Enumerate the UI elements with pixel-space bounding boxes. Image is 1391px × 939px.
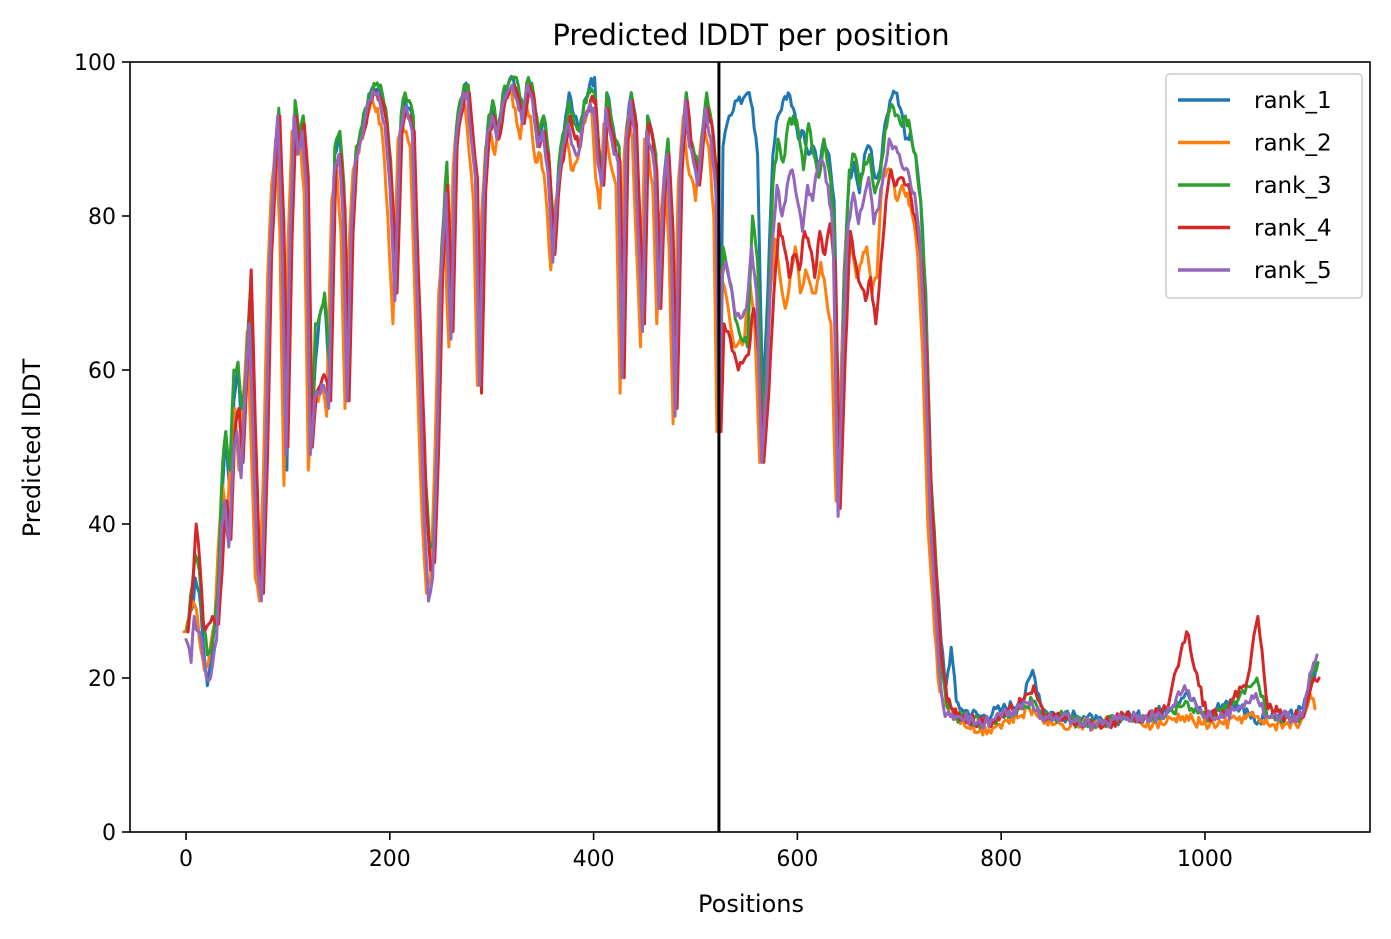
x-tick-label: 200 (369, 847, 411, 872)
x-tick-label: 800 (980, 847, 1022, 872)
legend-label-rank_2: rank_2 (1254, 131, 1332, 157)
legend-label-rank_1: rank_1 (1254, 88, 1332, 114)
y-axis-label: Predicted lDDT (18, 358, 46, 537)
x-tick-label: 600 (776, 847, 818, 872)
y-tick-label: 20 (88, 667, 116, 692)
legend: rank_1 rank_2 rank_3 rank_4 rank_5 (1165, 73, 1363, 299)
chart-title: Predicted lDDT per position (552, 18, 949, 52)
y-tick-label: 0 (102, 821, 116, 846)
legend-box (1165, 73, 1363, 299)
y-tick-label: 40 (88, 513, 116, 538)
legend-label-rank_3: rank_3 (1254, 173, 1332, 199)
series-line-rank_5 (184, 83, 1319, 732)
legend-label-rank_5: rank_5 (1254, 258, 1332, 284)
plot-area-frame (129, 61, 1371, 833)
y-tick-label: 80 (88, 205, 116, 230)
x-axis-ticks: 0 200 400 600 800 1000 (179, 832, 1233, 872)
y-tick-label: 60 (88, 359, 116, 384)
x-tick-label: 0 (179, 847, 193, 872)
plot-lines (182, 74, 1321, 737)
legend-label-rank_4: rank_4 (1254, 216, 1332, 242)
x-tick-label: 1000 (1177, 847, 1233, 872)
x-axis-label: Positions (698, 890, 804, 918)
y-axis-ticks: 0 20 40 60 80 100 (74, 51, 130, 846)
x-tick-label: 400 (573, 847, 615, 872)
y-tick-label: 100 (74, 51, 116, 76)
